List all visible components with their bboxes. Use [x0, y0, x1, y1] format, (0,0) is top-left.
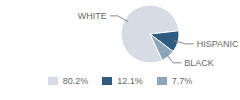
- html-text:12.1%: 12.1%: [117, 76, 143, 86]
- svg-text:BLACK: BLACK: [184, 58, 214, 68]
- html-text:7.7%: 7.7%: [171, 76, 193, 86]
- html-text:80.2%: 80.2%: [62, 76, 89, 86]
- svg-text:WHITE: WHITE: [78, 11, 107, 21]
- svg-text:HISPANIC: HISPANIC: [197, 39, 232, 49]
